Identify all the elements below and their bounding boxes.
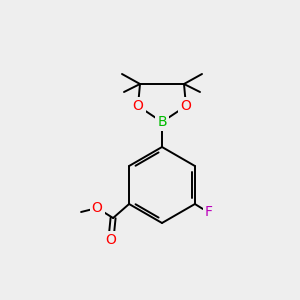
- Text: O: O: [92, 201, 103, 215]
- Text: O: O: [133, 99, 143, 113]
- Text: O: O: [181, 99, 191, 113]
- Text: F: F: [205, 205, 213, 219]
- Text: B: B: [157, 115, 167, 129]
- Text: O: O: [106, 233, 116, 247]
